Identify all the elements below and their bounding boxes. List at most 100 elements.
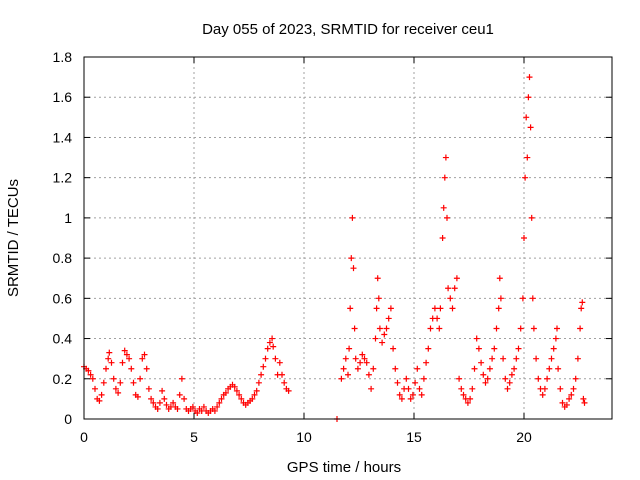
- y-tick-label: 0.2: [53, 371, 73, 387]
- data-point: [493, 325, 500, 332]
- data-point: [255, 379, 262, 386]
- y-tick-label: 1.8: [53, 49, 73, 65]
- data-point: [281, 379, 288, 386]
- data-point: [170, 399, 177, 406]
- data-point: [236, 391, 243, 398]
- data-point: [139, 355, 146, 362]
- data-point: [150, 399, 157, 406]
- data-point: [559, 399, 566, 406]
- data-point: [372, 335, 379, 342]
- data-point: [568, 391, 575, 398]
- data-point: [496, 275, 503, 282]
- data-point: [513, 355, 520, 362]
- data-point: [260, 363, 267, 370]
- y-tick-label: 1.6: [53, 89, 73, 105]
- data-point: [249, 395, 256, 402]
- data-point: [436, 325, 443, 332]
- data-point: [423, 359, 430, 366]
- data-point: [137, 375, 144, 382]
- data-point: [550, 345, 557, 352]
- data-point: [383, 325, 390, 332]
- data-point: [238, 395, 245, 402]
- data-point: [370, 365, 377, 372]
- data-point: [394, 379, 401, 386]
- data-point: [200, 403, 207, 410]
- data-point: [365, 371, 372, 378]
- data-point: [416, 385, 423, 392]
- data-point: [486, 365, 493, 372]
- y-tick-label: 1: [64, 210, 72, 226]
- plot-frame: [83, 56, 613, 420]
- data-point: [517, 325, 524, 332]
- data-point: [504, 385, 511, 392]
- y-tick-label: 0.8: [53, 250, 73, 266]
- data-point: [233, 387, 240, 394]
- data-point: [374, 275, 381, 282]
- y-tick-label: 0: [64, 411, 72, 427]
- data-point: [425, 345, 432, 352]
- data-point: [285, 387, 292, 394]
- data-point: [123, 351, 130, 358]
- data-point: [211, 407, 218, 414]
- data-point: [368, 385, 375, 392]
- data-point: [218, 395, 225, 402]
- data-point: [161, 395, 168, 402]
- data-point: [379, 339, 386, 346]
- data-point: [511, 365, 518, 372]
- ticks: 0 5 10 15 20 0 0.2 0.4 0.6 0.8 1 1.2 1.4 1.6 1.8: [53, 49, 612, 445]
- data-point: [87, 371, 94, 378]
- data-point: [363, 359, 370, 366]
- data-point: [348, 255, 355, 262]
- data-point: [345, 371, 351, 378]
- data-point: [231, 383, 238, 390]
- data-point: [464, 399, 471, 406]
- data-point: [115, 389, 122, 396]
- data-point: [460, 391, 467, 398]
- data-point: [189, 403, 196, 410]
- data-point: [581, 399, 588, 406]
- data-point: [458, 385, 465, 392]
- data-point: [262, 355, 269, 362]
- y-tick-label: 0.6: [53, 290, 73, 306]
- data-point: [338, 375, 345, 382]
- data-point: [385, 315, 392, 322]
- data-point: [533, 355, 540, 362]
- data-point: [342, 355, 349, 362]
- data-point: [272, 355, 279, 362]
- data-point: [270, 343, 277, 350]
- data-point: [440, 204, 447, 211]
- data-point: [253, 387, 260, 394]
- data-point: [508, 371, 515, 378]
- data-point: [431, 305, 438, 312]
- data-point: [451, 285, 458, 292]
- data-point: [467, 395, 474, 402]
- data-point: [130, 379, 137, 386]
- data-point: [403, 375, 410, 382]
- data-point: [527, 124, 534, 131]
- data-point: [373, 305, 380, 312]
- data-point: [174, 405, 181, 412]
- data-point: [375, 295, 382, 302]
- data-point: [269, 335, 276, 342]
- data-point: [148, 395, 155, 402]
- data-point: [361, 355, 368, 362]
- data-point: [578, 305, 585, 312]
- data-point: [264, 345, 271, 352]
- data-point: [145, 385, 152, 392]
- data-point: [222, 389, 229, 396]
- data-point: [103, 365, 109, 372]
- data-point: [276, 359, 283, 366]
- data-point: [392, 365, 399, 372]
- data-point: [181, 395, 188, 402]
- data-point: [110, 375, 117, 382]
- y-tick-label: 0.4: [53, 331, 73, 347]
- data-point: [541, 385, 548, 392]
- data-point: [544, 375, 551, 382]
- data-point: [390, 345, 397, 352]
- data-point: [105, 355, 112, 362]
- data-point: [546, 365, 553, 372]
- data-point: [112, 385, 119, 392]
- data-point: [154, 405, 161, 412]
- data-point: [519, 295, 526, 302]
- data-point: [480, 371, 487, 378]
